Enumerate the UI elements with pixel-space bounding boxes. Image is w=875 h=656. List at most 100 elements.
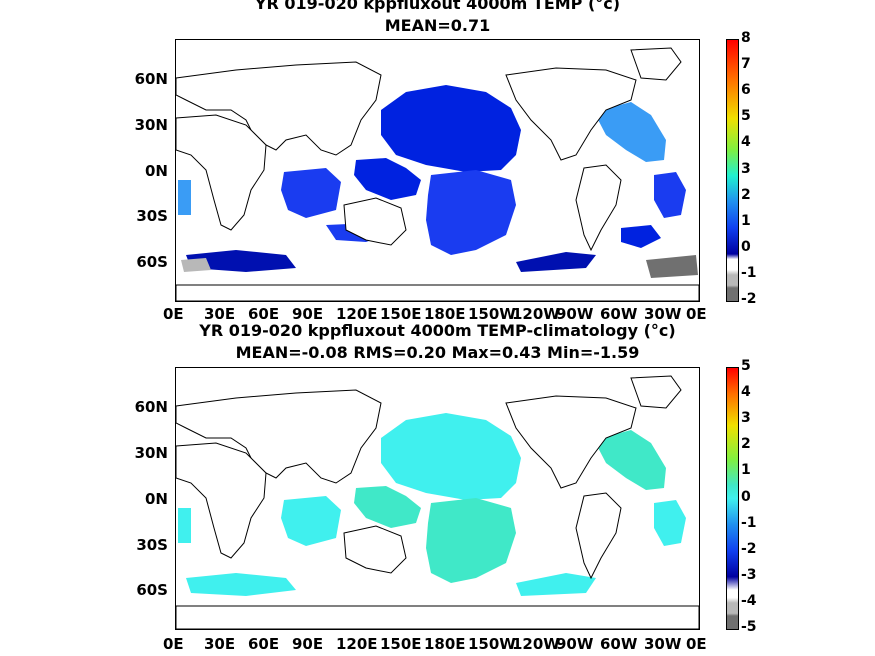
top-southern-anomaly-3	[621, 225, 661, 248]
top-indian-anomaly	[281, 168, 341, 218]
bottom-colorbar-tick: 1	[741, 462, 751, 479]
top-spacific-anomaly	[426, 170, 516, 255]
bottom-lon-label: 0E	[163, 635, 184, 653]
bottom-lon-label: 90E	[292, 635, 324, 653]
top-lon-label: 30E	[204, 305, 236, 323]
top-north-america	[505, 67, 637, 161]
top-map-mean: MEAN=0.71	[384, 16, 491, 35]
bottom-natlantic-anomaly	[594, 430, 666, 490]
top-lat-30n: 30N	[134, 116, 168, 134]
bottom-lon-label: 30E	[204, 635, 236, 653]
bottom-colorbar-tick: 3	[741, 410, 751, 427]
bottom-lat-60n: 60N	[134, 398, 168, 416]
bottom-lon-label: 150W	[468, 635, 516, 653]
top-natlantic-anomaly	[594, 102, 666, 162]
bottom-lat-60s: 60S	[136, 581, 168, 599]
top-australia	[343, 197, 407, 246]
bottom-spacific-anomaly	[426, 498, 516, 583]
bottom-southern-anomaly-1	[186, 573, 296, 596]
bottom-colorbar-tick: -4	[741, 592, 757, 609]
top-lat-60s: 60S	[136, 253, 168, 271]
bottom-npacific-anomaly	[381, 413, 521, 500]
bottom-lon-label: 150E	[380, 635, 422, 653]
top-colorbar-tick: 8	[741, 30, 751, 46]
bottom-lon-label: 60W	[600, 635, 638, 653]
top-lon-label: 120W	[512, 305, 560, 323]
top-lat-60n: 60N	[134, 70, 168, 88]
bottom-map-field	[176, 375, 699, 629]
bottom-lon-label: 30W	[644, 635, 682, 653]
bottom-lon-label: 120W	[512, 635, 560, 653]
top-colorbar-tick: 1	[741, 212, 751, 229]
top-lon-label: 0E	[686, 305, 707, 323]
bottom-antarctica-edge	[176, 605, 699, 629]
bottom-north-america	[505, 395, 637, 489]
top-colorbar-tick: -1	[741, 264, 757, 281]
bottom-colorbar-tick: -5	[741, 619, 757, 635]
top-colorbar-tick: 0	[741, 238, 751, 255]
bottom-colorbar-tick: 5	[741, 358, 751, 374]
bottom-greenland	[630, 375, 682, 409]
bottom-wpacific-anomaly	[354, 486, 421, 528]
bottom-colorbar-tick: 4	[741, 384, 751, 401]
top-lon-label: 30W	[644, 305, 682, 323]
top-south-america	[575, 164, 622, 252]
top-lon-label: 0E	[163, 305, 184, 323]
bottom-lon-label: 120E	[336, 635, 378, 653]
bottom-map-title: YR 019-020 kppfluxout 4000m TEMP-climato…	[199, 321, 676, 340]
bottom-satlantic-anomaly	[654, 500, 686, 546]
top-lat-0n: 0N	[145, 162, 168, 180]
bottom-australia	[343, 525, 407, 574]
top-lat-30s: 30S	[136, 207, 168, 225]
top-map-title: YR 019-020 kppfluxout 4000m TEMP (°c)	[254, 0, 621, 13]
top-colorbar-tick: -2	[741, 291, 757, 307]
top-colorbar-tick: 6	[741, 82, 751, 99]
bottom-lon-label: 90W	[556, 635, 594, 653]
bottom-colorbar-tick: 2	[741, 436, 751, 453]
top-lon-label: 90E	[292, 305, 324, 323]
top-map-panel	[175, 39, 700, 302]
bottom-southern-anomaly-2	[516, 573, 596, 596]
bottom-colorbar-tick: -2	[741, 540, 757, 557]
top-colorbar	[726, 39, 739, 302]
bottom-lat-30n: 30N	[134, 444, 168, 462]
bottom-colorbar-tick: -3	[741, 566, 757, 583]
bottom-indian-anomaly	[281, 496, 341, 546]
top-npacific-anomaly	[381, 85, 521, 172]
top-map-field	[176, 47, 699, 301]
top-lon-label: 180E	[424, 305, 466, 323]
bottom-lon-label: 60E	[248, 635, 280, 653]
top-lon-label: 60E	[248, 305, 280, 323]
bottom-colorbar-tick: 0	[741, 488, 751, 505]
bottom-lat-30s: 30S	[136, 536, 168, 554]
bottom-map-panel	[175, 367, 700, 630]
top-wpacific-anomaly	[354, 158, 421, 200]
top-colorbar-tick: 5	[741, 108, 751, 125]
top-colorbar-tick: 2	[741, 186, 751, 203]
bottom-colorbar	[726, 367, 739, 630]
top-southern-anomaly-1	[186, 250, 296, 272]
top-westindian-anomaly	[178, 180, 191, 215]
top-africa	[176, 114, 267, 231]
top-satlantic-anomaly	[654, 172, 686, 218]
top-lon-label: 150E	[380, 305, 422, 323]
top-colorbar-tick: 7	[741, 56, 751, 73]
top-lon-label: 120E	[336, 305, 378, 323]
bottom-westindian-anomaly	[178, 508, 191, 543]
bottom-lat-0n: 0N	[145, 490, 168, 508]
top-asia-europe	[176, 61, 382, 156]
top-colorbar-tick: 3	[741, 160, 751, 177]
top-greenland	[630, 47, 682, 81]
top-southern-gray-1	[181, 258, 211, 272]
bottom-south-america	[575, 492, 622, 580]
top-lon-label: 150W	[468, 305, 516, 323]
bottom-map-stats: MEAN=-0.08 RMS=0.20 Max=0.43 Min=-1.59	[235, 343, 640, 362]
bottom-colorbar-tick: -1	[741, 514, 757, 531]
top-antarctica-edge	[176, 284, 699, 301]
top-colorbar-tick: 4	[741, 134, 751, 151]
top-southern-anomaly-2	[516, 252, 596, 272]
top-lon-label: 60W	[600, 305, 638, 323]
bottom-asia-europe	[176, 389, 382, 484]
bottom-lon-label: 0E	[686, 635, 707, 653]
bottom-lon-label: 180E	[424, 635, 466, 653]
